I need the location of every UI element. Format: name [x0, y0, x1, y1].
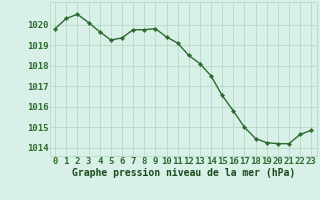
X-axis label: Graphe pression niveau de la mer (hPa): Graphe pression niveau de la mer (hPa) [72, 168, 295, 178]
